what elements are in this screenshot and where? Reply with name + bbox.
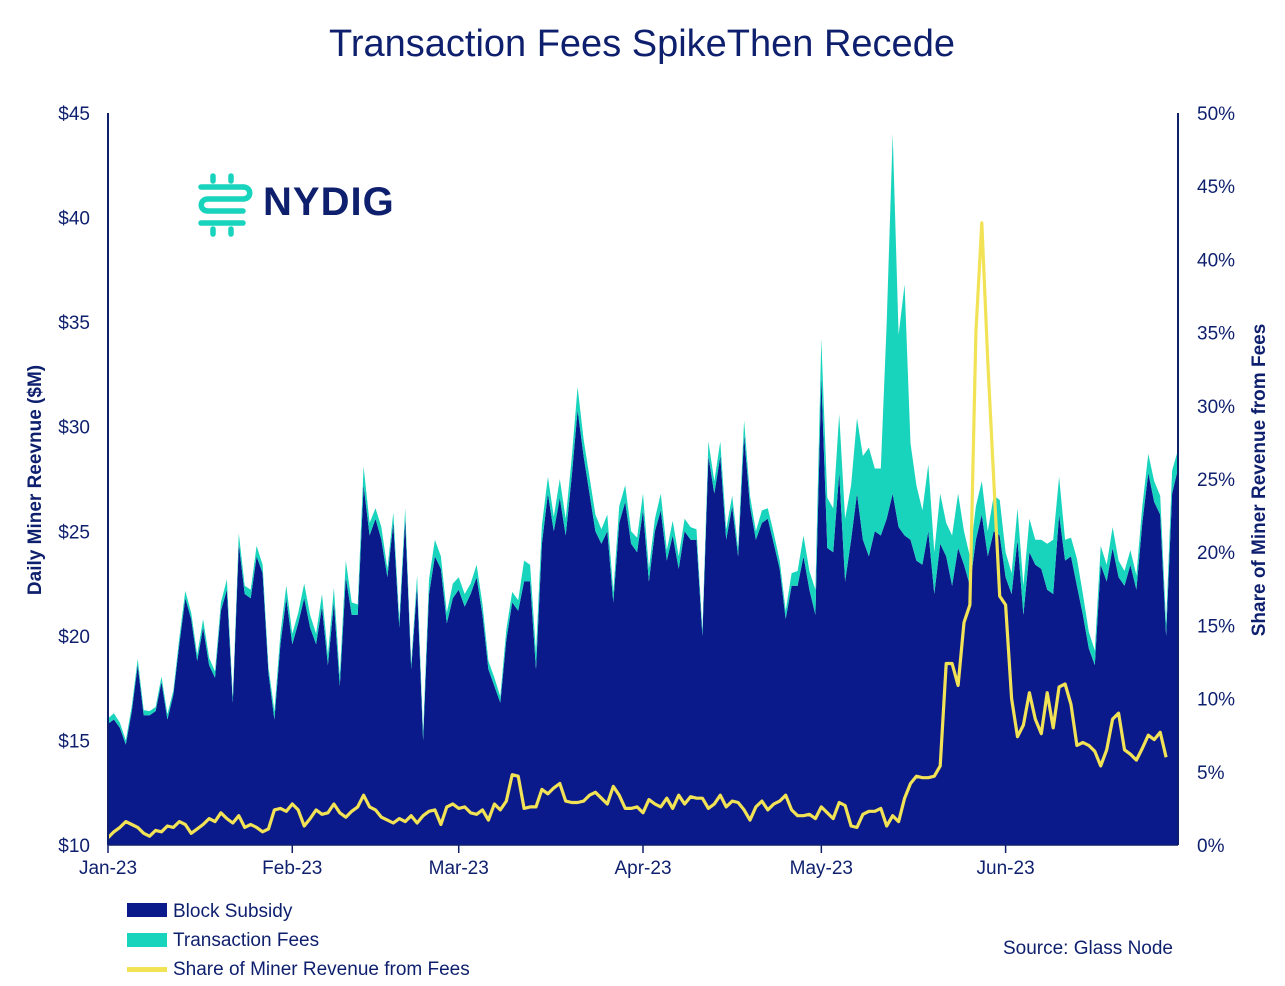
legend-label-transaction-fees: Transaction Fees <box>173 930 319 951</box>
legend: Block Subsidy Transaction Fees Share of … <box>127 901 470 980</box>
right-axis-ticks: 50% 45% 40% 35% 30% 25% 20% 15% 10% 5% 0% <box>1197 104 1235 857</box>
legend-swatch-block-subsidy <box>127 903 167 917</box>
left-tick-label: $15 <box>58 731 90 752</box>
right-axis-title: Share of Miner Revenue from Fees <box>1249 324 1270 637</box>
x-tick-label: May-23 <box>790 858 853 879</box>
right-tick-label: 30% <box>1197 397 1235 418</box>
right-tick-label: 40% <box>1197 250 1235 271</box>
share-of-revenue-line <box>106 221 1168 839</box>
block-subsidy-area <box>108 376 1178 845</box>
x-tick-label: Jun-23 <box>977 858 1035 879</box>
legend-swatch-transaction-fees <box>127 933 167 947</box>
left-tick-label: $10 <box>58 836 90 857</box>
right-tick-label: 20% <box>1197 543 1235 564</box>
plot-area <box>106 133 1178 845</box>
left-tick-label: $30 <box>58 418 90 439</box>
left-tick-label: $25 <box>58 522 90 543</box>
right-tick-label: 25% <box>1197 470 1235 491</box>
right-tick-label: 50% <box>1197 104 1235 125</box>
legend-label-block-subsidy: Block Subsidy <box>173 901 293 922</box>
right-tick-label: 0% <box>1197 836 1225 857</box>
left-axis-ticks: $45 $40 $35 $30 $25 $20 $15 $10 <box>58 104 90 857</box>
right-tick-label: 35% <box>1197 324 1235 345</box>
x-tick-label: Mar-23 <box>429 858 489 879</box>
right-tick-label: 15% <box>1197 616 1235 637</box>
logo-text: NYDIG <box>263 180 395 224</box>
left-tick-label: $35 <box>58 313 90 334</box>
x-tick-label: Feb-23 <box>262 858 322 879</box>
left-tick-label: $40 <box>58 209 90 230</box>
chart-title: Transaction Fees SpikeThen Recede <box>329 23 955 65</box>
right-tick-label: 45% <box>1197 177 1235 198</box>
left-axis-title: Daily Miner Reevnue ($M) <box>25 365 46 595</box>
right-tick-label: 10% <box>1197 690 1235 711</box>
x-tick-label: Apr-23 <box>614 858 671 879</box>
x-tick-label: Jan-23 <box>79 858 137 879</box>
left-tick-label: $45 <box>58 104 90 125</box>
logo-mark-icon <box>198 173 253 237</box>
x-axis-ticks: Jan-23 Feb-23 Mar-23 Apr-23 May-23 Jun-23 <box>79 845 1035 879</box>
left-tick-label: $20 <box>58 627 90 648</box>
nydig-logo: NYDIG <box>198 173 395 237</box>
source-note: Source: Glass Node <box>1003 938 1173 959</box>
legend-swatch-share-line <box>127 967 167 972</box>
right-tick-label: 5% <box>1197 763 1225 784</box>
legend-label-share-line: Share of Miner Revenue from Fees <box>173 959 470 980</box>
